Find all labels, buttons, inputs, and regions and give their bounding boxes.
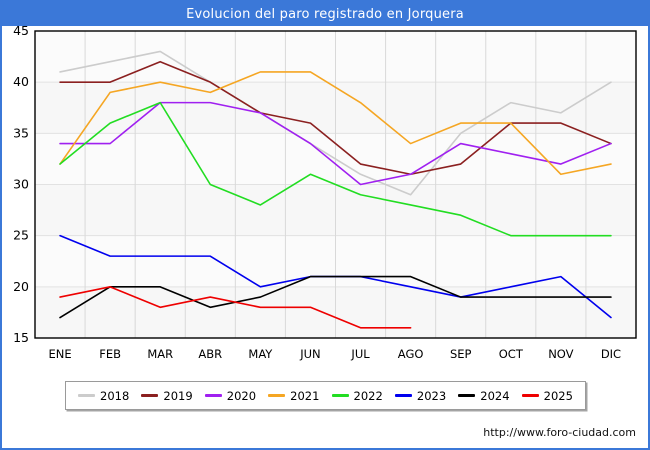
legend-swatch-2019 [141, 394, 159, 397]
legend-swatch-2020 [204, 394, 222, 397]
legend-item-2024[interactable]: 2024 [458, 388, 510, 403]
plot-frame [34, 30, 637, 339]
x-axis-tick-label-ENE: ENE [48, 347, 71, 361]
legend-item-2020[interactable]: 2020 [204, 388, 257, 403]
x-axis-tick-label-DIC: DIC [601, 347, 621, 361]
line-chart-svg: 15 20 25 30 35 40 45 ENE FEB MAR ABR MAY JUN JUL AGO SE… [13, 26, 637, 361]
x-axis-tick-label-AGO: AGO [398, 347, 424, 361]
series-line-2019 [59, 60, 612, 176]
legend-label-2024: 2024 [480, 388, 510, 403]
y-axis-tick-label: 30 [13, 177, 29, 192]
series-line-2018 [59, 50, 612, 196]
legend-swatch-2025 [521, 394, 539, 397]
legend-swatch-2024 [458, 394, 476, 397]
legend-item-2019[interactable]: 2019 [141, 388, 193, 403]
y-axis-tick-label: 25 [13, 228, 29, 243]
legend-item-2021[interactable]: 2021 [268, 389, 319, 403]
legend-swatch-2023 [394, 394, 412, 397]
y-axis-tick-label: 40 [13, 74, 29, 89]
series-line-2024 [59, 275, 612, 319]
legend-item-2018[interactable]: 2018 [78, 389, 129, 403]
y-axis-tick-label: 45 [13, 26, 29, 38]
legend-label-2021: 2021 [290, 388, 320, 403]
series-line-2021 [59, 71, 612, 176]
legend-item-2025[interactable]: 2025 [521, 388, 573, 403]
x-axis-tick-label-JUN: JUN [299, 347, 320, 361]
legend-label-2020: 2020 [226, 388, 257, 403]
x-axis-tick-label-FEB: FEB [99, 347, 121, 361]
legend-swatch-2018 [78, 394, 96, 397]
legend-swatch-2022 [331, 394, 349, 397]
x-axis-tick-label-SEP: SEP [450, 347, 472, 361]
page-title: Evolucion del paro registrado en Jorquer… [186, 6, 464, 22]
legend-label-2025: 2025 [543, 388, 573, 403]
y-axis-tick-label: 15 [13, 330, 29, 345]
chart-legend: 2018 2019 2020 2021 2022 2023 2024 2025 [65, 381, 586, 410]
x-axis-tick-label-NOV: NOV [548, 347, 573, 361]
legend-label-2019: 2019 [163, 388, 193, 403]
x-axis-tick-label-JUL: JUL [350, 347, 370, 361]
chart-plot-area: 15 20 25 30 35 40 45 ENE FEB MAR ABR MAY JUN JUL AGO SE… [2, 26, 648, 374]
legend-item-2023[interactable]: 2023 [394, 388, 447, 403]
source-url-label: http://www.foro-ciudad.com [483, 426, 636, 439]
series-line-2020 [59, 101, 612, 186]
legend-item-2022[interactable]: 2022 [331, 388, 383, 403]
legend-label-2022: 2022 [353, 388, 383, 403]
x-axis-tick-label-OCT: OCT [499, 347, 524, 361]
y-axis-tick-label: 20 [13, 279, 29, 294]
series-line-2022 [59, 101, 612, 237]
legend-label-2018: 2018 [100, 388, 130, 403]
x-axis-tick-label-ABR: ABR [198, 347, 222, 361]
y-axis-tick-label: 35 [13, 125, 29, 140]
legend-swatch-2021 [268, 394, 286, 397]
window-title-bar: Evolucion del paro registrado en Jorquer… [2, 2, 648, 26]
series-line-2025 [59, 286, 412, 329]
x-axis-tick-label-MAY: MAY [248, 347, 273, 361]
x-axis-tick-label-MAR: MAR [147, 347, 173, 361]
legend-label-2023: 2023 [416, 388, 447, 403]
